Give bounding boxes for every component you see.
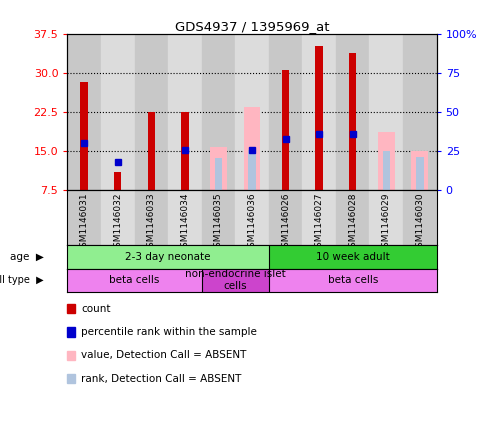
Bar: [403, 34, 437, 190]
Text: GSM1146034: GSM1146034: [180, 192, 189, 253]
Text: percentile rank within the sample: percentile rank within the sample: [81, 327, 257, 337]
Bar: [235, 190, 269, 245]
Bar: [369, 190, 403, 245]
Bar: [369, 34, 403, 190]
Bar: [302, 190, 336, 245]
Bar: [67, 245, 269, 269]
Bar: [269, 245, 437, 269]
Text: GSM1146026: GSM1146026: [281, 192, 290, 253]
Bar: [168, 34, 202, 190]
Text: age  ▶: age ▶: [10, 252, 44, 262]
Text: beta cells: beta cells: [327, 275, 378, 285]
Bar: [101, 34, 135, 190]
Text: GSM1146030: GSM1146030: [415, 192, 424, 253]
Bar: [269, 34, 302, 190]
Text: GSM1146033: GSM1146033: [147, 192, 156, 253]
Text: count: count: [81, 304, 111, 314]
Text: value, Detection Call = ABSENT: value, Detection Call = ABSENT: [81, 350, 247, 360]
Text: GSM1146028: GSM1146028: [348, 192, 357, 253]
Text: GSM1146036: GSM1146036: [248, 192, 256, 253]
Text: 10 week adult: 10 week adult: [316, 252, 390, 262]
Bar: [302, 34, 336, 190]
Bar: [67, 34, 101, 190]
Bar: [336, 34, 369, 190]
Bar: [101, 190, 135, 245]
Text: GSM1146031: GSM1146031: [80, 192, 89, 253]
Bar: [80, 82, 88, 190]
Bar: [349, 53, 356, 190]
Bar: [383, 151, 390, 190]
Bar: [412, 151, 428, 190]
Text: GSM1146029: GSM1146029: [382, 192, 391, 253]
Text: 2-3 day neonate: 2-3 day neonate: [125, 252, 211, 262]
Bar: [135, 190, 168, 245]
Bar: [378, 132, 395, 190]
Bar: [202, 34, 235, 190]
Text: non-endocrine islet
cells: non-endocrine islet cells: [185, 269, 285, 291]
Bar: [210, 147, 227, 190]
Title: GDS4937 / 1395969_at: GDS4937 / 1395969_at: [175, 20, 329, 33]
Bar: [202, 269, 269, 292]
Bar: [416, 157, 424, 190]
Bar: [336, 190, 369, 245]
Bar: [168, 190, 202, 245]
Bar: [67, 269, 202, 292]
Text: GSM1146027: GSM1146027: [315, 192, 324, 253]
Bar: [67, 190, 101, 245]
Bar: [235, 34, 269, 190]
Bar: [249, 150, 255, 190]
Bar: [135, 34, 168, 190]
Bar: [114, 173, 121, 190]
Text: cell type  ▶: cell type ▶: [0, 275, 44, 285]
Bar: [244, 107, 260, 190]
Bar: [403, 190, 437, 245]
Text: rank, Detection Call = ABSENT: rank, Detection Call = ABSENT: [81, 374, 242, 384]
Text: GSM1146035: GSM1146035: [214, 192, 223, 253]
Text: beta cells: beta cells: [109, 275, 160, 285]
Bar: [215, 158, 222, 190]
Bar: [202, 190, 235, 245]
Bar: [269, 190, 302, 245]
Bar: [181, 112, 189, 190]
Bar: [269, 269, 437, 292]
Bar: [148, 112, 155, 190]
Bar: [282, 70, 289, 190]
Text: GSM1146032: GSM1146032: [113, 192, 122, 253]
Bar: [315, 46, 323, 190]
